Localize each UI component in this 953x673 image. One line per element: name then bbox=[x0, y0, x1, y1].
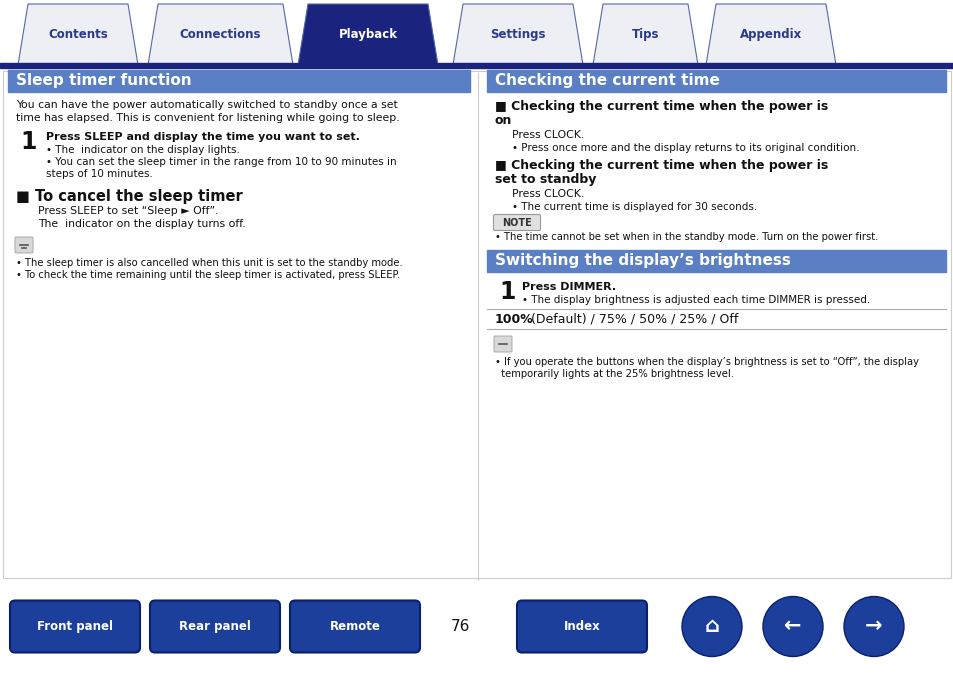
Circle shape bbox=[762, 596, 822, 656]
FancyBboxPatch shape bbox=[494, 336, 512, 352]
Text: set to standby: set to standby bbox=[495, 173, 596, 186]
Text: • The display brightness is adjusted each time DIMMER is pressed.: • The display brightness is adjusted eac… bbox=[521, 295, 869, 305]
Text: Index: Index bbox=[563, 620, 599, 633]
Text: Rear panel: Rear panel bbox=[179, 620, 251, 633]
FancyBboxPatch shape bbox=[290, 600, 419, 653]
FancyBboxPatch shape bbox=[150, 600, 280, 653]
Text: • Press once more and the display returns to its original condition.: • Press once more and the display return… bbox=[512, 143, 859, 153]
Text: on: on bbox=[495, 114, 512, 127]
Bar bbox=[486, 250, 945, 272]
Text: →: → bbox=[864, 616, 882, 637]
Text: Press CLOCK.: Press CLOCK. bbox=[512, 130, 583, 140]
Text: Press SLEEP to set “Sleep ► Off”.: Press SLEEP to set “Sleep ► Off”. bbox=[38, 206, 218, 216]
Text: Switching the display’s brightness: Switching the display’s brightness bbox=[495, 254, 790, 269]
Bar bbox=[0, 63, 953, 68]
Circle shape bbox=[681, 596, 741, 656]
Text: • The sleep timer is also cancelled when this unit is set to the standby mode.: • The sleep timer is also cancelled when… bbox=[16, 258, 402, 268]
Polygon shape bbox=[18, 4, 138, 65]
Text: ←: ← bbox=[783, 616, 801, 637]
Text: NOTE: NOTE bbox=[501, 217, 532, 227]
Text: steps of 10 minutes.: steps of 10 minutes. bbox=[46, 169, 152, 179]
Polygon shape bbox=[297, 4, 437, 65]
Text: • The time cannot be set when in the standby mode. Turn on the power first.: • The time cannot be set when in the sta… bbox=[495, 232, 878, 242]
Text: The  indicator on the display turns off.: The indicator on the display turns off. bbox=[38, 219, 246, 229]
Bar bbox=[486, 70, 945, 92]
Text: Playback: Playback bbox=[338, 28, 397, 41]
Text: 100%: 100% bbox=[495, 313, 533, 326]
Text: Press SLEEP and display the time you want to set.: Press SLEEP and display the time you wan… bbox=[46, 132, 359, 142]
Text: ■ To cancel the sleep timer: ■ To cancel the sleep timer bbox=[16, 189, 242, 204]
Text: Contents: Contents bbox=[48, 28, 108, 41]
Polygon shape bbox=[453, 4, 582, 65]
Text: You can have the power automatically switched to standby once a set: You can have the power automatically swi… bbox=[16, 100, 397, 110]
Polygon shape bbox=[593, 4, 698, 65]
Polygon shape bbox=[148, 4, 293, 65]
Text: • The  indicator on the display lights.: • The indicator on the display lights. bbox=[46, 145, 239, 155]
Bar bbox=[0, 580, 953, 673]
Bar bbox=[8, 70, 470, 92]
Text: Sleep timer function: Sleep timer function bbox=[16, 73, 192, 89]
Text: Connections: Connections bbox=[179, 28, 261, 41]
Text: 1: 1 bbox=[498, 280, 515, 304]
Text: 76: 76 bbox=[450, 619, 469, 634]
FancyBboxPatch shape bbox=[15, 237, 33, 253]
Text: Tips: Tips bbox=[631, 28, 659, 41]
Text: temporarily lights at the 25% brightness level.: temporarily lights at the 25% brightness… bbox=[495, 369, 733, 379]
Text: Checking the current time: Checking the current time bbox=[495, 73, 720, 89]
Text: Appendix: Appendix bbox=[740, 28, 801, 41]
Text: • If you operate the buttons when the display’s brightness is set to “Off”, the : • If you operate the buttons when the di… bbox=[495, 357, 918, 367]
Circle shape bbox=[843, 596, 903, 656]
Text: Press DIMMER.: Press DIMMER. bbox=[521, 282, 616, 292]
Bar bbox=[3, 71, 950, 578]
Text: • To check the time remaining until the sleep timer is activated, press SLEEP.: • To check the time remaining until the … bbox=[16, 270, 400, 280]
Text: ■ Checking the current time when the power is: ■ Checking the current time when the pow… bbox=[495, 100, 827, 113]
Text: Front panel: Front panel bbox=[37, 620, 112, 633]
Text: ⌂: ⌂ bbox=[703, 616, 719, 637]
Text: ■ Checking the current time when the power is: ■ Checking the current time when the pow… bbox=[495, 159, 827, 172]
Text: Settings: Settings bbox=[490, 28, 545, 41]
Text: Remote: Remote bbox=[329, 620, 380, 633]
Text: Press CLOCK.: Press CLOCK. bbox=[512, 189, 583, 199]
Text: • The current time is displayed for 30 seconds.: • The current time is displayed for 30 s… bbox=[512, 202, 757, 212]
FancyBboxPatch shape bbox=[517, 600, 646, 653]
Polygon shape bbox=[705, 4, 835, 65]
Text: (Default) / 75% / 50% / 25% / Off: (Default) / 75% / 50% / 25% / Off bbox=[526, 313, 738, 326]
Text: time has elapsed. This is convenient for listening while going to sleep.: time has elapsed. This is convenient for… bbox=[16, 113, 399, 123]
Text: 1: 1 bbox=[20, 130, 36, 154]
FancyBboxPatch shape bbox=[10, 600, 140, 653]
FancyBboxPatch shape bbox=[493, 215, 540, 230]
Bar bbox=[0, 580, 953, 673]
Text: • You can set the sleep timer in the range from 10 to 90 minutes in: • You can set the sleep timer in the ran… bbox=[46, 157, 396, 167]
